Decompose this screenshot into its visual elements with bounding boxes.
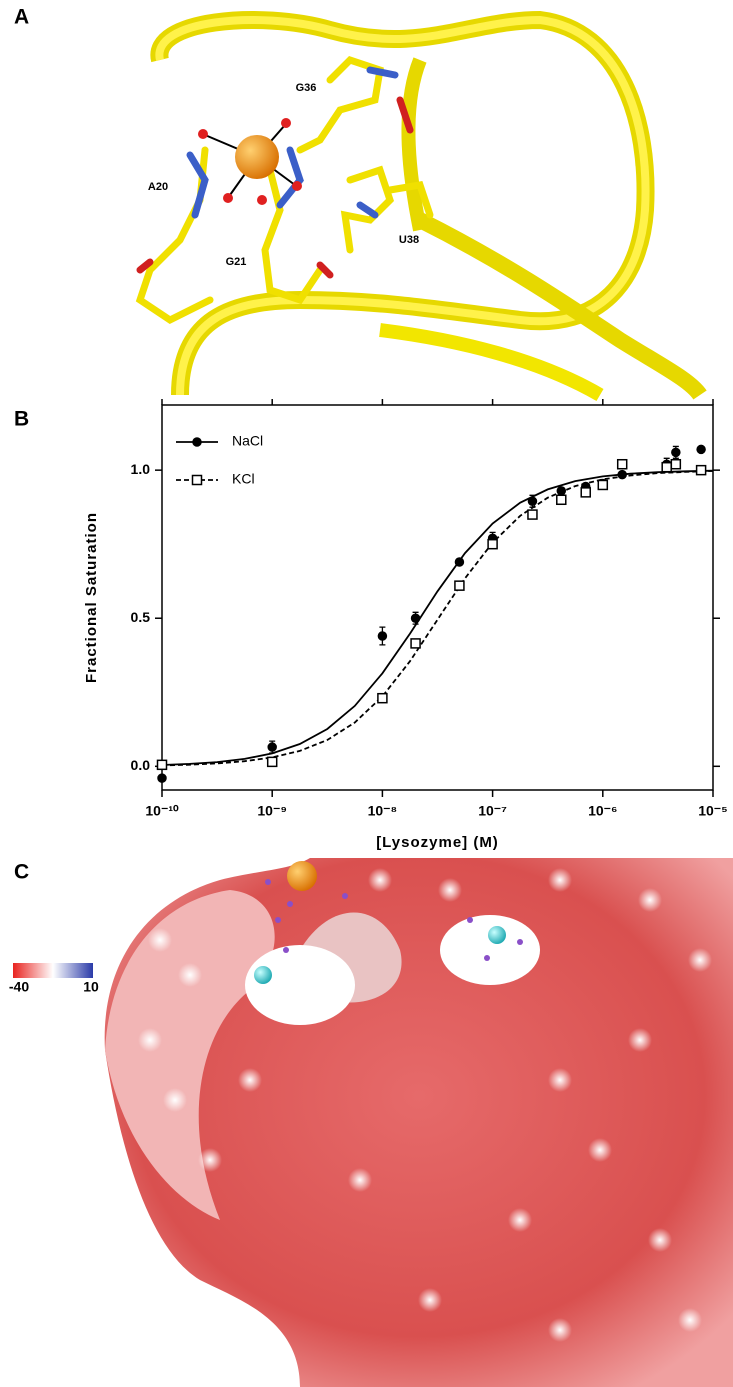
marker (156, 759, 168, 771)
colorbar: -40 10 (9, 963, 99, 995)
colorbar-bar (13, 963, 93, 978)
structure-render (135, 10, 707, 402)
marker (454, 580, 465, 591)
marker (410, 638, 421, 649)
x-tick-label: 10⁻⁵ (698, 803, 728, 819)
colorbar-label: 10 (83, 979, 99, 995)
structure-label: U38 (399, 234, 419, 246)
marker (670, 458, 682, 470)
marker (695, 464, 707, 476)
y-tick-label: 0.5 (131, 609, 151, 625)
marker (377, 631, 388, 641)
y-axis-title: Fractional Saturation (83, 512, 100, 683)
legend-marker (191, 474, 203, 486)
x-tick-label: 10⁻⁸ (368, 803, 398, 819)
plot-frame (161, 404, 714, 791)
structure-label: A20 (148, 181, 168, 193)
marker (410, 613, 421, 623)
x-tick-label: 10⁻⁹ (257, 803, 287, 819)
legend-marker (192, 437, 202, 447)
panel-label: B (14, 408, 29, 431)
fit-curve (161, 469, 714, 766)
marker (454, 557, 465, 567)
x-tick-label: 10⁻⁶ (588, 803, 617, 819)
colorbar-label: -40 (9, 979, 29, 995)
marker (267, 742, 277, 752)
surface-render (104, 858, 733, 1387)
structure-label: G21 (226, 256, 247, 268)
marker (580, 487, 591, 498)
x-axis-title: [Lysozyme] (M) (376, 834, 499, 851)
y-tick-label: 1.0 (131, 461, 151, 477)
marker (556, 494, 567, 506)
marker (671, 447, 681, 458)
marker (556, 486, 567, 496)
x-tick-label: 10⁻¹⁰ (145, 803, 179, 819)
marker (157, 773, 167, 783)
marker (661, 461, 672, 473)
legend-label: KCl (232, 471, 255, 487)
panel-label: C (14, 861, 29, 884)
panel-label: A (14, 6, 29, 29)
marker (597, 479, 609, 491)
marker (527, 496, 538, 506)
y-tick-label: 0.0 (131, 757, 151, 773)
structure-label: G36 (296, 82, 317, 94)
marker (616, 458, 628, 470)
marker (266, 756, 278, 768)
marker (696, 444, 706, 455)
legend-label: NaCl (232, 433, 263, 449)
marker (377, 692, 388, 704)
marker (487, 538, 498, 550)
x-tick-label: 10⁻⁷ (478, 803, 507, 819)
fit-curve (161, 470, 714, 767)
marker (527, 509, 538, 520)
